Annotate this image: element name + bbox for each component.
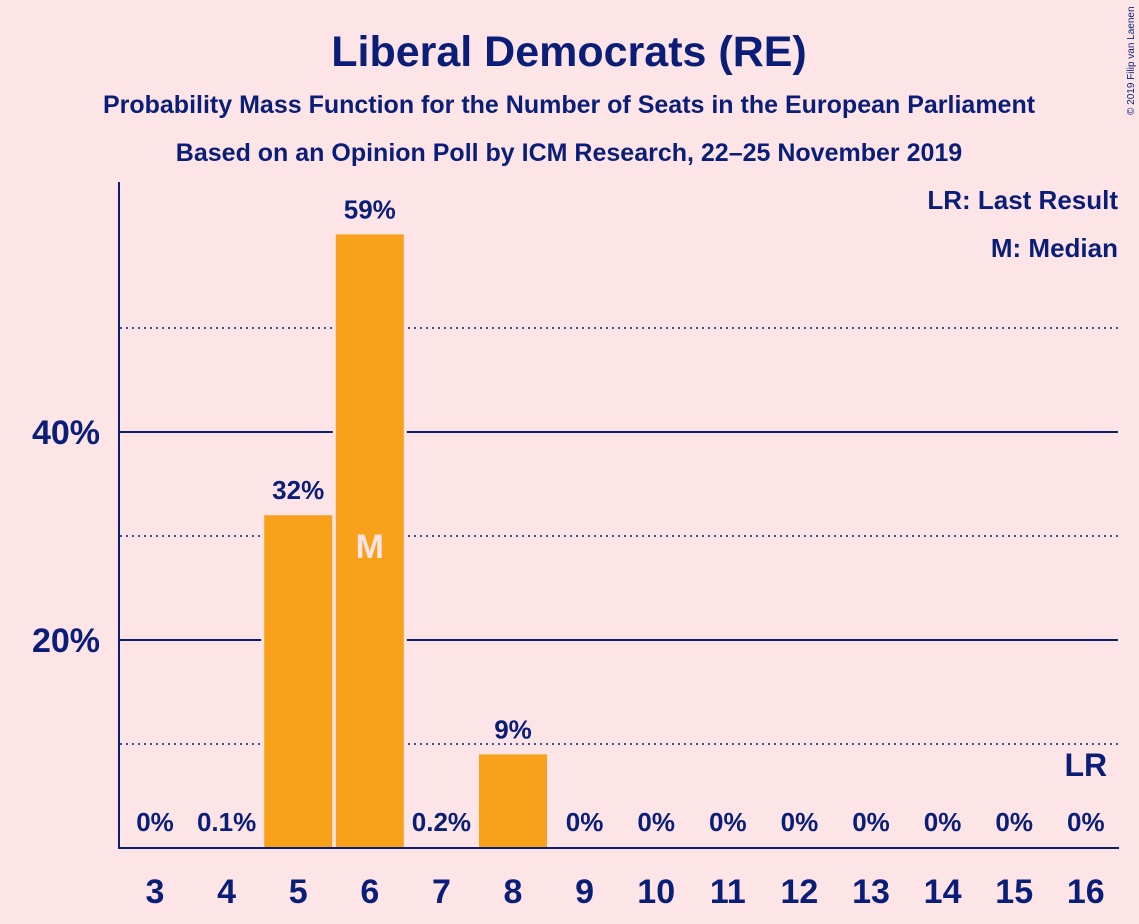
x-tick-label: 16 [1067, 873, 1105, 911]
data-label: 59% [344, 194, 396, 224]
data-label: 0% [924, 807, 962, 837]
data-label: 32% [272, 475, 324, 505]
data-label-backdrop [849, 807, 893, 837]
data-label-backdrop [408, 807, 475, 837]
x-tick-label: 15 [995, 873, 1033, 911]
data-label-backdrop [992, 807, 1036, 837]
x-tick-label: 9 [575, 873, 594, 911]
bar [264, 515, 333, 848]
x-tick-label: 14 [924, 873, 962, 911]
data-label: 0.2% [412, 807, 471, 837]
y-tick-label: 20% [32, 622, 100, 660]
data-label-backdrop [920, 807, 965, 837]
labels: 20% 40% 0% 3 0.1% 4 32% 5 59% 6 M 0.2% 7 9% 8 0% 9 0% 10 0%… [27, 194, 1108, 911]
data-label: 0% [637, 807, 675, 837]
x-tick-label: 12 [780, 873, 818, 911]
data-label: 0% [781, 807, 819, 837]
bar [479, 754, 547, 848]
legend-last-result: LR: Last Result [927, 185, 1118, 215]
x-tick-label: 3 [146, 873, 165, 911]
data-label-backdrop [777, 807, 822, 837]
y-tick-label: 40% [32, 414, 100, 452]
x-tick-label: 8 [504, 873, 523, 911]
copyright-notice: © 2019 Filip van Laenen [1126, 6, 1137, 115]
x-tick-label: 5 [289, 873, 308, 911]
chart-subtitle: Probability Mass Function for the Number… [103, 91, 1036, 119]
data-label: 0% [709, 807, 747, 837]
median-marker: M [356, 528, 384, 566]
x-tick-label: 11 [710, 873, 746, 911]
bars [261, 231, 550, 848]
x-tick-label: 13 [852, 873, 890, 911]
data-label-backdrop [133, 807, 177, 837]
data-label: 0% [136, 807, 174, 837]
chart-subtitle-poll: Based on an Opinion Poll by ICM Research… [176, 139, 962, 167]
data-label: 0% [1067, 807, 1105, 837]
data-label: 0% [852, 807, 890, 837]
data-label-backdrop [193, 807, 260, 837]
data-label: 0% [566, 807, 604, 837]
y-tick-label-backdrop [27, 622, 104, 660]
data-label-backdrop [706, 807, 750, 837]
x-tick-label: 10 [637, 873, 675, 911]
data-label-backdrop [562, 807, 607, 837]
x-tick-label: 4 [217, 873, 236, 911]
data-label-backdrop [634, 807, 678, 837]
data-label-backdrop [1064, 807, 1108, 837]
last-result-marker: LR [1064, 747, 1107, 783]
chart-title: Liberal Democrats (RE) [331, 28, 807, 76]
y-tick-label-backdrop [27, 414, 104, 452]
x-tick-label: 6 [360, 873, 379, 911]
data-label: 0% [995, 807, 1033, 837]
legend-median: M: Median [991, 233, 1118, 263]
data-label: 0.1% [197, 807, 256, 837]
x-tick-label: 7 [432, 873, 451, 911]
data-label: 9% [494, 714, 532, 744]
bar [335, 234, 404, 848]
